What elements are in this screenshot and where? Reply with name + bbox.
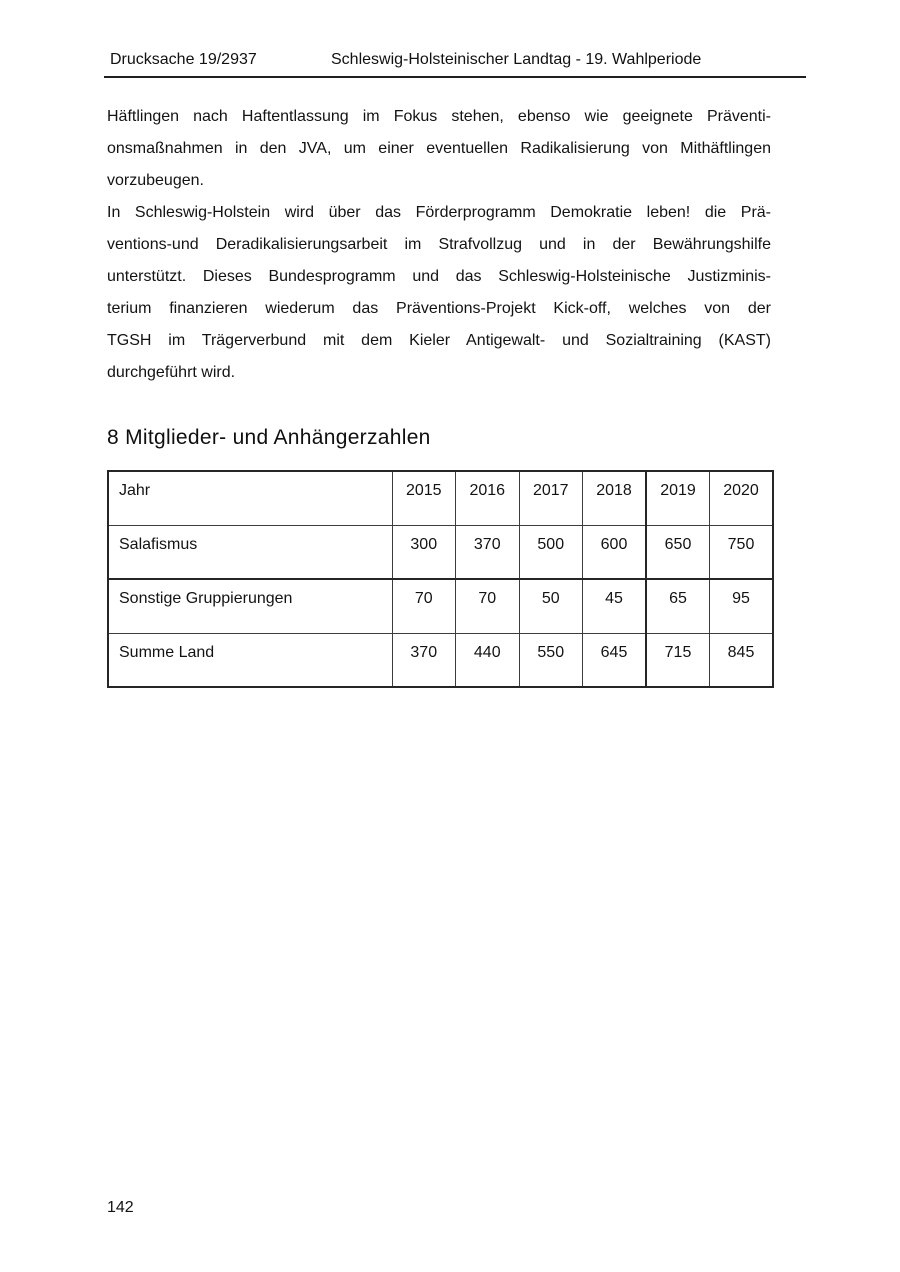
table-header-cell: 2019 xyxy=(645,470,710,526)
table-cell: 370 xyxy=(455,524,520,580)
table-cell: 845 xyxy=(709,632,774,688)
table-row-salafismus: Salafismus 300 370 500 600 650 750 xyxy=(107,524,774,580)
section-heading: 8 Mitglieder- und Anhängerzahlen xyxy=(107,426,431,449)
header-document-number: Drucksache 19/2937 xyxy=(110,51,257,68)
paragraph-1: Häftlingen nach Haftentlassung im Fokus … xyxy=(107,101,771,197)
text-line: terium finanzieren wiederum das Präventi… xyxy=(107,300,771,317)
table-cell: Summe Land xyxy=(107,632,393,688)
table-cell: 95 xyxy=(709,578,774,634)
table-header-cell: 2018 xyxy=(582,470,647,526)
text-line: onsmaßnahmen in den JVA, um einer eventu… xyxy=(107,140,771,157)
text-line: Häftlingen nach Haftentlassung im Fokus … xyxy=(107,108,771,125)
table-header-cell: 2017 xyxy=(518,470,583,526)
table-row-sonstige-gruppierungen: Sonstige Gruppierungen 70 70 50 45 65 95 xyxy=(107,578,774,634)
table-cell: 70 xyxy=(391,578,456,634)
table-cell: 70 xyxy=(455,578,520,634)
text-line: In Schleswig-Holstein wird über das Förd… xyxy=(107,204,771,221)
table-cell: 65 xyxy=(645,578,710,634)
table-cell: 440 xyxy=(455,632,520,688)
header-parliament-title: Schleswig-Holsteinischer Landtag - 19. W… xyxy=(331,51,702,68)
table-header-cell: 2016 xyxy=(455,470,520,526)
table-header-cell: 2020 xyxy=(709,470,774,526)
table-cell: 550 xyxy=(518,632,583,688)
text-line: durchgeführt wird. xyxy=(107,364,236,381)
table-cell: Sonstige Gruppierungen xyxy=(107,578,393,634)
table-cell: 45 xyxy=(582,578,647,634)
members-table: Jahr 2015 2016 2017 2018 2019 2020 Salaf… xyxy=(107,470,774,688)
text-line: ventions-und Deradikalisierungsarbeit im… xyxy=(107,236,771,253)
table-cell: 500 xyxy=(518,524,583,580)
page-number: 142 xyxy=(107,1199,134,1216)
paragraph-2: In Schleswig-Holstein wird über das Förd… xyxy=(107,197,771,389)
table-cell: 370 xyxy=(391,632,456,688)
table-cell: 50 xyxy=(518,578,583,634)
table-cell: Salafismus xyxy=(107,524,393,580)
table-header-cell: 2015 xyxy=(391,470,456,526)
text-line: vorzubeugen. xyxy=(107,172,204,189)
table-header-row: Jahr 2015 2016 2017 2018 2019 2020 xyxy=(107,470,774,526)
table-header-cell: Jahr xyxy=(107,470,393,526)
text-line: unterstützt. Dieses Bundesprogramm und d… xyxy=(107,268,771,285)
table-cell: 750 xyxy=(709,524,774,580)
text-line: TGSH im Trägerverbund mit dem Kieler Ant… xyxy=(107,332,771,349)
body-text: Häftlingen nach Haftentlassung im Fokus … xyxy=(107,101,771,389)
table-cell: 650 xyxy=(645,524,710,580)
table-cell: 600 xyxy=(582,524,647,580)
table-cell: 300 xyxy=(391,524,456,580)
page-header: Drucksache 19/2937 Schleswig-Holsteinisc… xyxy=(104,50,806,78)
table-cell: 715 xyxy=(645,632,710,688)
table-row-summe-land: Summe Land 370 440 550 645 715 845 xyxy=(107,632,774,688)
table-cell: 645 xyxy=(582,632,647,688)
